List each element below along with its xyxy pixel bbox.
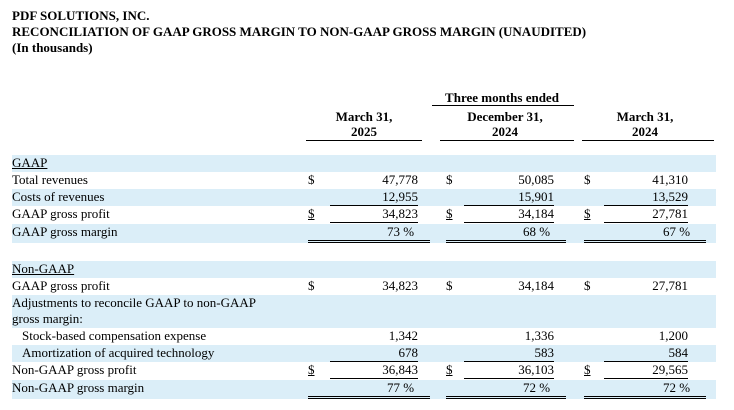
cell-value: 41,310 [652,172,688,187]
percent-symbol: % [403,224,415,239]
units-note: (In thousands) [12,40,93,55]
table-row: Non-GAAP gross profit $ 36,843 $ 36,103 … [12,362,716,379]
company-name: PDF SOLUTIONS, INC. [12,8,150,23]
cell-value: 27,781 [652,278,688,293]
cell-value: 1,336 [524,328,554,343]
adjustments-label-line1: Adjustments to reconcile GAAP to non-GAA… [12,295,256,310]
cell-value: 34,823 [382,278,418,293]
cell-value: 34,823 [330,206,418,223]
percent-cell: % [400,380,430,399]
cell-value: 34,184 [518,278,554,293]
period-group-label: Three months ended [445,90,559,105]
cell-value: 27,781 [604,206,688,223]
table-row: Amortization of acquired technology 678 … [12,345,716,362]
currency-symbol: $ [584,362,591,377]
percent-symbol: % [679,224,691,239]
column-rule-2 [440,140,574,141]
cell-value: 72 [446,380,536,399]
percent-symbol: % [539,380,551,395]
percent-cell: % [676,380,706,399]
non-gaap-section-label: Non-GAAP [12,261,75,276]
cell-value: 72 [584,380,676,399]
cell-value: 34,184 [464,206,554,223]
percent-symbol: % [539,224,551,239]
table-row: Non-GAAP gross margin 77 % 72 % 72 % [12,380,716,399]
cell-value: 583 [464,345,554,362]
row-label: Costs of revenues [12,189,105,204]
percent-cell: % [400,224,430,243]
currency-symbol: $ [308,278,315,293]
row-label: Non-GAAP gross margin [12,380,145,395]
adjustments-heading-row: Adjustments to reconcile GAAP to non-GAA… [12,295,716,328]
column-header-dec-2024: December 31, 2024 [467,109,543,139]
cell-value: 13,529 [604,189,688,206]
cell-value: 47,778 [382,172,418,187]
cell-value: 1,200 [658,328,688,343]
cell-value: 50,085 [518,172,554,187]
period-group-rule [432,105,574,106]
table-row: GAAP gross margin 73 % 68 % 67 % [12,224,716,243]
currency-symbol: $ [584,278,591,293]
column-rule-3 [582,140,714,141]
percent-cell: % [676,224,706,243]
currency-symbol: $ [446,172,453,187]
currency-symbol: $ [308,362,315,377]
report-title: RECONCILIATION OF GAAP GROSS MARGIN TO N… [12,24,587,39]
table-row: GAAP gross profit $ 34,823 $ 34,184 $ 27… [12,278,716,295]
table-row: Total revenues $ 47,778 $ 50,085 $ 41,31… [12,172,716,189]
percent-cell: % [536,380,566,399]
row-label: Amortization of acquired technology [22,345,215,360]
cell-value: 36,103 [464,362,554,379]
table-row: Costs of revenues 12,955 15,901 13,529 [12,189,716,206]
currency-symbol: $ [308,206,315,221]
cell-value: 68 [446,224,536,243]
cell-value: 67 [584,224,676,243]
currency-symbol: $ [446,278,453,293]
cell-value: 15,901 [464,189,554,206]
row-label: GAAP gross profit [12,278,110,293]
cell-value: 12,955 [330,189,418,206]
row-label: GAAP gross margin [12,224,118,239]
percent-symbol: % [679,380,691,395]
column-header-mar-2024: March 31, 2024 [616,109,674,139]
cell-value: 36,843 [330,362,418,379]
currency-symbol: $ [308,172,315,187]
non-gaap-section-row: Non-GAAP [12,261,716,278]
adjustments-label-line2: gross margin: [12,311,83,326]
currency-symbol: $ [584,172,591,187]
percent-cell: % [536,224,566,243]
currency-symbol: $ [446,362,453,377]
row-label: Stock-based compensation expense [22,328,207,343]
cell-value: 584 [604,345,688,362]
cell-value: 678 [330,345,418,362]
currency-symbol: $ [584,206,591,221]
table-row: GAAP gross profit $ 34,823 $ 34,184 $ 27… [12,206,716,223]
cell-value: 73 [308,224,400,243]
cell-value: 77 [308,380,400,399]
cell-value: 29,565 [604,362,688,379]
column-rule-1 [306,140,422,141]
percent-symbol: % [403,380,415,395]
gaap-section-label: GAAP [12,155,48,170]
gaap-section-row: GAAP [12,155,716,172]
row-label: Total revenues [12,172,88,187]
column-header-mar-2025: March 31, 2025 [335,109,393,139]
row-label: Non-GAAP gross profit [12,362,137,377]
row-label: GAAP gross profit [12,206,110,221]
table-row: Stock-based compensation expense 1,342 1… [12,328,716,345]
currency-symbol: $ [446,206,453,221]
cell-value: 1,342 [388,328,418,343]
